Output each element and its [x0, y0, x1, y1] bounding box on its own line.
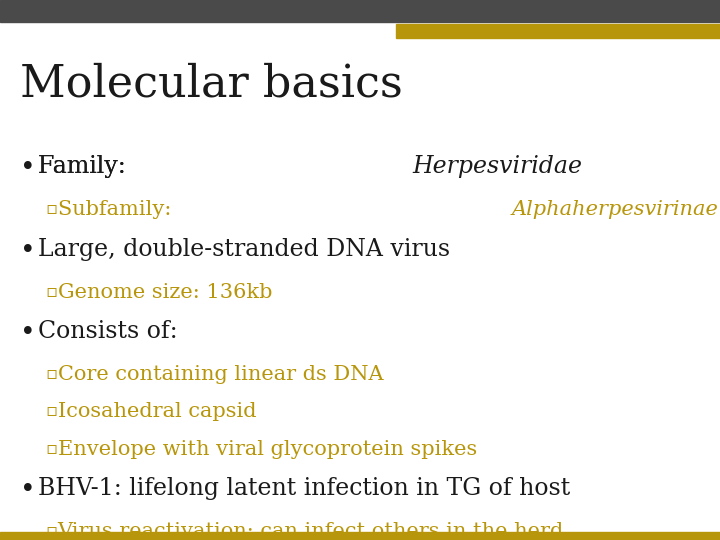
Text: Virus reactivation: can infect others in the herd: Virus reactivation: can infect others in… [58, 522, 564, 540]
Text: Family:: Family: [37, 156, 132, 178]
Text: Icosahedral capsid: Icosahedral capsid [58, 402, 256, 421]
Text: Envelope with viral glycoprotein spikes: Envelope with viral glycoprotein spikes [58, 440, 477, 458]
Text: •: • [20, 477, 36, 503]
Text: Molecular basics: Molecular basics [20, 62, 402, 105]
Text: ▫: ▫ [45, 402, 58, 420]
Text: •: • [20, 156, 36, 181]
Text: BHV-1: lifelong latent infection in TG of host: BHV-1: lifelong latent infection in TG o… [37, 477, 570, 500]
Text: Herpesviridae: Herpesviridae [412, 156, 582, 178]
Text: ▫: ▫ [45, 522, 58, 540]
Text: Subfamily:: Subfamily: [58, 200, 178, 219]
Text: ▫: ▫ [45, 440, 58, 457]
Text: Family:: Family: [37, 156, 132, 178]
Text: Consists of:: Consists of: [37, 320, 177, 343]
Text: Core containing linear ds DNA: Core containing linear ds DNA [58, 365, 383, 384]
Text: ▫: ▫ [45, 282, 58, 301]
Text: ▫: ▫ [45, 200, 58, 218]
Text: ▫: ▫ [45, 365, 58, 383]
Text: •: • [20, 320, 36, 346]
Text: Large, double-stranded DNA virus: Large, double-stranded DNA virus [37, 238, 450, 261]
Text: •: • [20, 238, 36, 264]
Text: Alphaherpesvirinae: Alphaherpesvirinae [512, 200, 719, 219]
Text: Genome size: 136kb: Genome size: 136kb [58, 282, 272, 302]
